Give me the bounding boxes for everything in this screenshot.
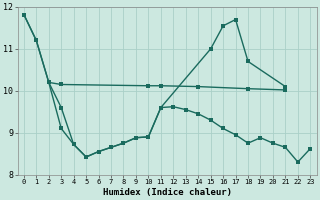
X-axis label: Humidex (Indice chaleur): Humidex (Indice chaleur) xyxy=(103,188,232,197)
